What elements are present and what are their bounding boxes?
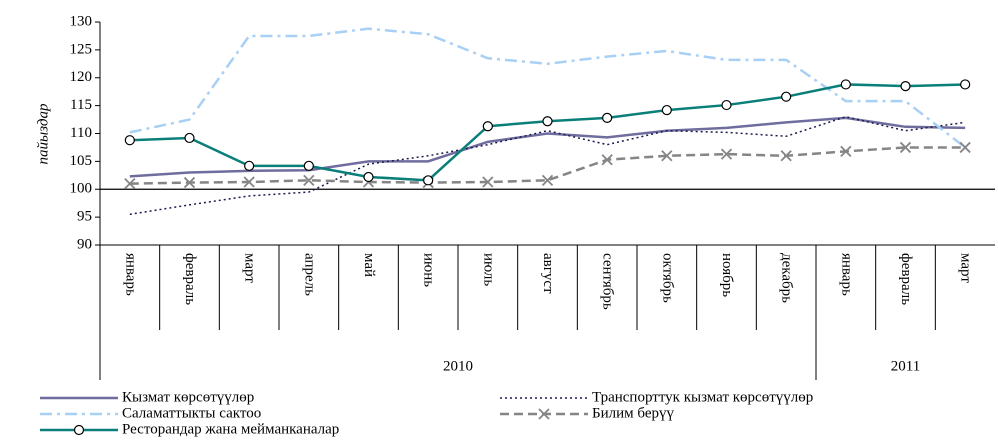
group-label: 2010 [443, 358, 473, 374]
data-point [602, 112, 613, 123]
series-line [129, 115, 966, 216]
x-tick-label: февраль [182, 253, 198, 305]
data-point [184, 132, 195, 144]
x-tick-label: март [242, 253, 258, 283]
legend-label: Ресторандар жана мейманканалар [122, 421, 339, 437]
legend-marker [73, 424, 85, 436]
data-point [900, 81, 911, 92]
x-tick-label: ноябрь [719, 253, 735, 297]
x-tick-label: июнь [421, 253, 437, 287]
y-tick-label: 90 [77, 236, 92, 252]
data-point [482, 121, 493, 132]
data-point [661, 150, 673, 162]
y-tick-label: 95 [77, 209, 92, 225]
x-tick-label: январь [838, 253, 854, 296]
series-line [129, 116, 966, 178]
data-point [303, 174, 315, 186]
data-point [243, 176, 255, 188]
data-point [124, 135, 135, 146]
data-point [840, 79, 851, 90]
y-tick-label: 130 [70, 13, 93, 29]
data-point [183, 176, 196, 189]
data-point [840, 145, 852, 157]
data-point [960, 79, 971, 90]
x-tick-label: июль [480, 253, 496, 286]
y-tick-label: 125 [70, 41, 93, 57]
legend-label: Кызмат көрсөтүүлөр [122, 389, 254, 405]
data-point [601, 154, 613, 166]
data-point [720, 148, 733, 160]
y-tick-label: 115 [70, 97, 92, 113]
data-point [303, 160, 314, 171]
y-tick-label: 105 [70, 153, 93, 169]
data-point [661, 104, 672, 116]
legend-label: Транспорттук кызмат көрсөтүүлөр [592, 389, 813, 405]
x-tick-label: февраль [898, 253, 914, 305]
data-point [244, 160, 255, 171]
data-point [959, 141, 971, 154]
x-tick-label: октябрь [659, 253, 675, 303]
data-point [124, 178, 136, 190]
y-axis-label: пайыздар [35, 103, 51, 164]
x-tick-label: март [958, 253, 974, 283]
x-tick-label: май [361, 253, 377, 277]
x-tick-label: январь [122, 253, 138, 296]
data-point [899, 141, 912, 154]
legend-marker [538, 408, 550, 420]
group-label: 2011 [891, 358, 920, 374]
series-line [129, 27, 966, 149]
legend-label: Саламаттыкты сактоо [122, 405, 261, 421]
x-tick-label: апрель [301, 253, 317, 296]
x-tick-label: сентябрь [600, 253, 616, 310]
y-tick-label: 110 [70, 125, 92, 141]
data-point [423, 175, 434, 186]
data-point [363, 171, 374, 183]
data-point [542, 116, 553, 127]
data-point [721, 99, 732, 111]
y-tick-label: 120 [70, 69, 93, 85]
data-point [780, 150, 792, 162]
y-tick-label: 100 [70, 181, 93, 197]
data-point [781, 91, 792, 102]
legend-label: Билим берүү [592, 405, 674, 421]
data-point [482, 176, 494, 188]
x-tick-label: декабрь [779, 253, 795, 303]
x-tick-label: август [540, 253, 556, 294]
data-point [541, 174, 554, 186]
